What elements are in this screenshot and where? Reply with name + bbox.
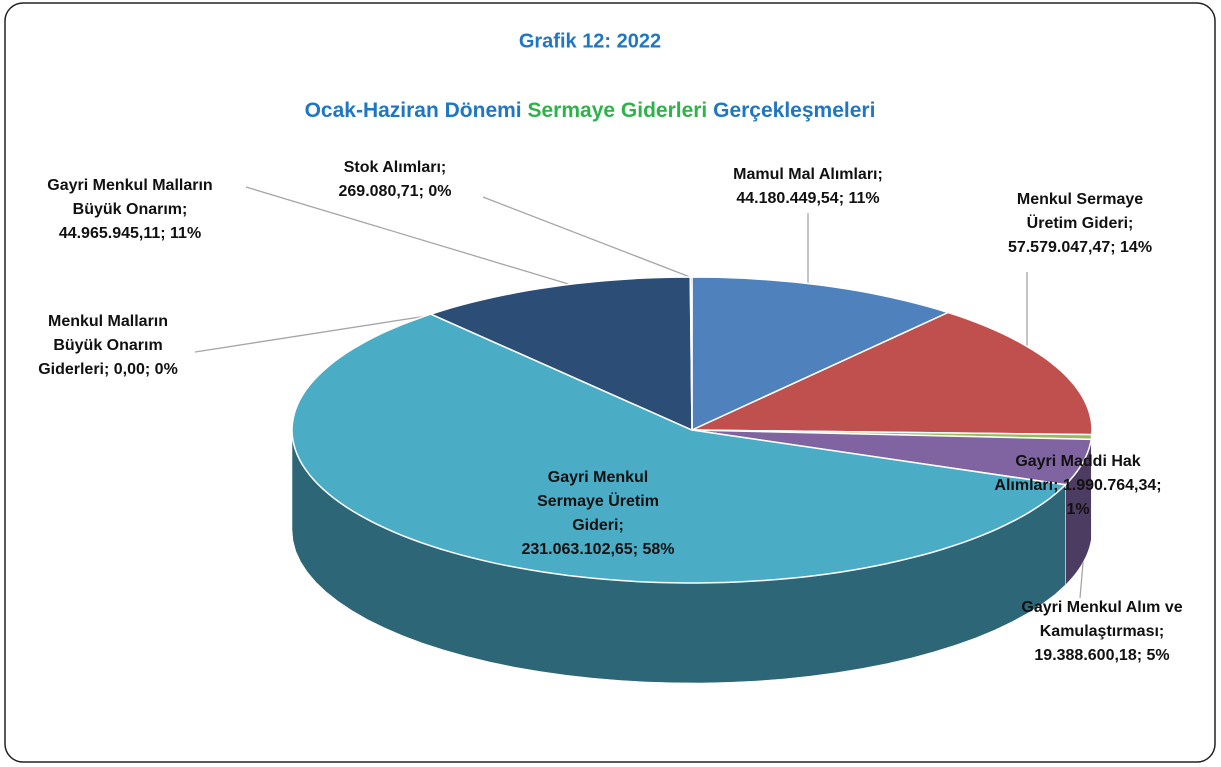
- subtitle-part: Gerçekleşmeleri: [713, 99, 875, 122]
- data-label: Büyük Onarım: [53, 337, 162, 354]
- subtitle-part: Ocak-Haziran Dönemi: [305, 99, 522, 122]
- data-label: Üretim Gideri;: [1027, 213, 1134, 232]
- slice: [428, 276, 693, 432]
- data-label: Stok Alımları;: [344, 159, 447, 176]
- data-label: Gideri;: [572, 517, 624, 534]
- data-label: Gayri Menkul: [548, 469, 648, 486]
- leader-line: [194, 309, 466, 353]
- data-label: Mamul Mal Alımları;: [733, 166, 883, 183]
- labels: Mamul Mal Alımları; 44.180.449,54; 11% Men…: [38, 159, 1183, 664]
- data-label: Gayri Menkul Malların: [47, 177, 212, 194]
- data-label: 44.965.945,11; 11%: [59, 225, 201, 242]
- subtitle-part: Sermaye Giderleri: [528, 99, 708, 122]
- data-label: 231.063.102,65; 58%: [521, 541, 674, 558]
- leader-line: [245, 186, 576, 287]
- data-label: Alımları; 1.990.764,34;: [994, 477, 1161, 494]
- pie: [291, 276, 1093, 684]
- data-label: Sermaye Üretim: [537, 491, 659, 510]
- slice: [689, 276, 693, 431]
- data-label: 1%: [1066, 501, 1089, 518]
- data-label: 269.080,71; 0%: [339, 183, 452, 200]
- data-label: Gayri Menkul Alım ve: [1021, 599, 1182, 616]
- data-label: Giderleri; 0,00; 0%: [38, 361, 178, 378]
- data-label: Gayri Maddi Hak: [1015, 453, 1140, 470]
- slice: [691, 311, 1093, 436]
- data-label: 44.180.449,54; 11%: [736, 190, 879, 207]
- data-label: 57.579.047,47; 14%: [1008, 239, 1152, 256]
- chart-title: Grafik 12: 2022: [519, 30, 661, 52]
- slice: [291, 313, 1068, 584]
- data-label: Menkul Malların: [48, 313, 168, 330]
- data-label: Kamulaştırması;: [1040, 623, 1165, 640]
- leader-line: [482, 196, 691, 278]
- chart-subtitle: Ocak-Haziran Dönemi Sermaye Giderleri Ge…: [305, 99, 876, 122]
- slice: [691, 429, 1093, 486]
- data-label: Menkul Sermaye: [1017, 191, 1143, 208]
- data-label: 19.388.600,18; 5%: [1034, 647, 1169, 664]
- data-label: Büyük Onarım;: [73, 201, 188, 218]
- slice: [691, 276, 951, 432]
